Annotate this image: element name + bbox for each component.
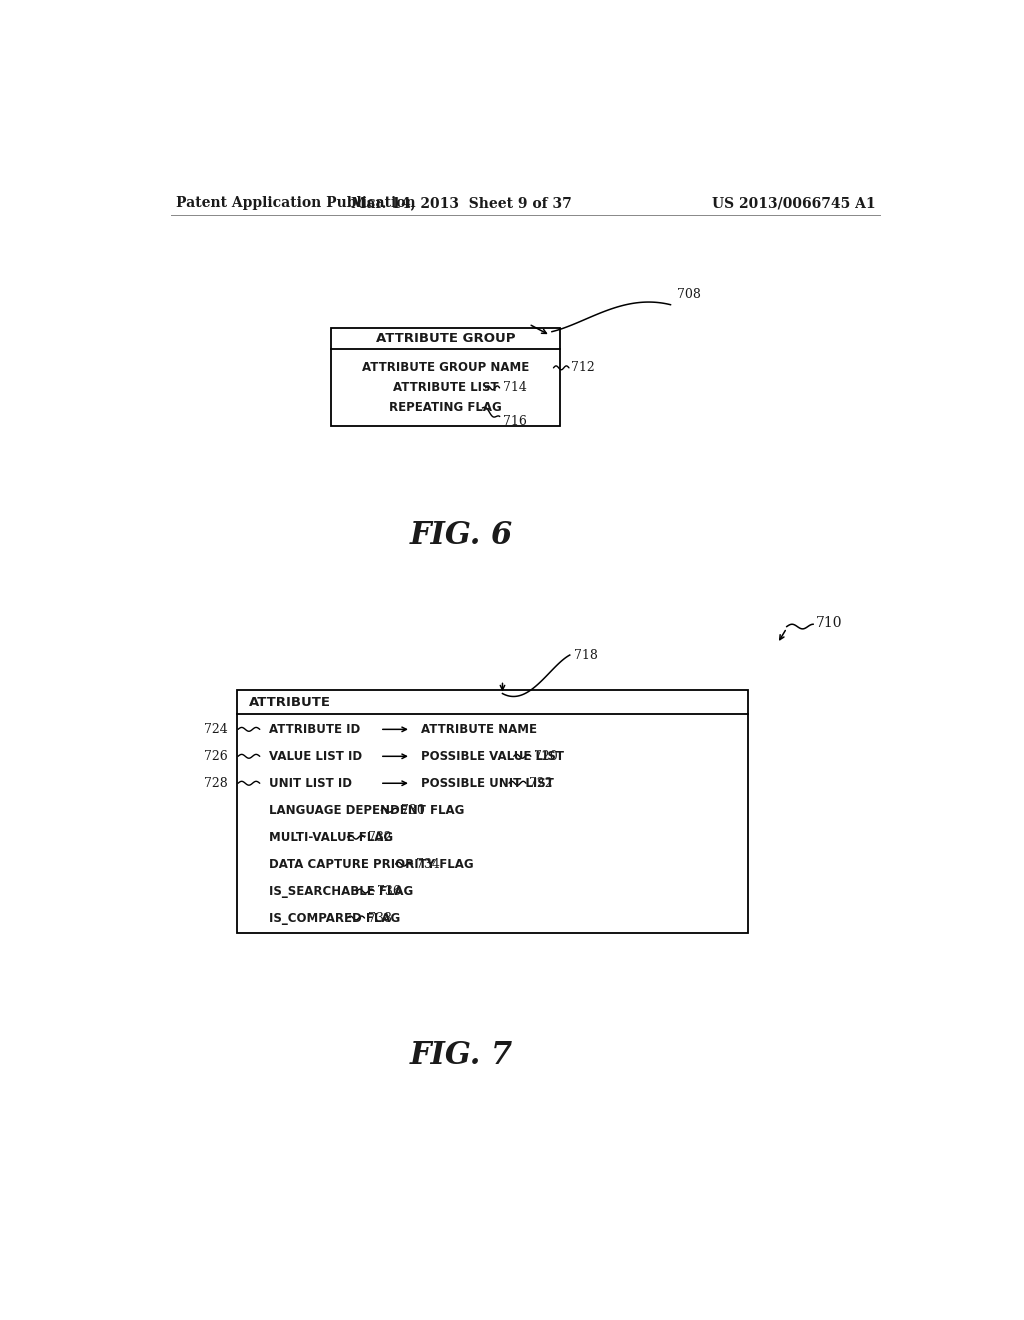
Text: 738: 738	[368, 912, 391, 924]
Bar	[237, 689, 748, 933]
Text: POSSIBLE UNIT LIST: POSSIBLE UNIT LIST	[421, 776, 554, 789]
Text: FIG. 7: FIG. 7	[410, 1040, 513, 1071]
Text: 728: 728	[204, 776, 228, 789]
Text: Mar. 14, 2013  Sheet 9 of 37: Mar. 14, 2013 Sheet 9 of 37	[351, 197, 571, 210]
Text: 708: 708	[677, 288, 700, 301]
Text: ATTRIBUTE GROUP NAME: ATTRIBUTE GROUP NAME	[361, 362, 529, 375]
Text: Patent Application Publication: Patent Application Publication	[176, 197, 416, 210]
Text: DATA CAPTURE PRIORITY FLAG: DATA CAPTURE PRIORITY FLAG	[269, 858, 474, 871]
Text: FIG. 6: FIG. 6	[410, 520, 513, 552]
Text: US 2013/0066745 A1: US 2013/0066745 A1	[713, 197, 876, 210]
Text: 712: 712	[571, 362, 595, 375]
Text: 720: 720	[534, 750, 558, 763]
Text: 722: 722	[529, 776, 553, 789]
Text: VALUE LIST ID: VALUE LIST ID	[269, 750, 362, 763]
Text: UNIT LIST ID: UNIT LIST ID	[269, 776, 352, 789]
Text: 736: 736	[377, 884, 401, 898]
Text: POSSIBLE VALUE LIST: POSSIBLE VALUE LIST	[421, 750, 564, 763]
Text: LANGUAGE DEPENDENT FLAG: LANGUAGE DEPENDENT FLAG	[269, 804, 465, 817]
Text: 734: 734	[416, 858, 439, 871]
Text: ATTRIBUTE LIST: ATTRIBUTE LIST	[392, 381, 498, 395]
Text: ATTRIBUTE: ATTRIBUTE	[249, 696, 331, 709]
Text: IS_SEARCHABLE FLAG: IS_SEARCHABLE FLAG	[269, 884, 414, 898]
Text: REPEATING FLAG: REPEATING FLAG	[389, 401, 502, 414]
Text: 716: 716	[503, 416, 526, 428]
Text: ATTRIBUTE GROUP: ATTRIBUTE GROUP	[376, 333, 515, 345]
Text: 718: 718	[573, 648, 597, 661]
Text: 724: 724	[204, 723, 228, 735]
Text: 710: 710	[816, 615, 843, 630]
Text: 732: 732	[368, 830, 391, 843]
Bar	[331, 327, 560, 426]
Text: IS_COMPARED FLAG: IS_COMPARED FLAG	[269, 912, 400, 924]
Text: 726: 726	[204, 750, 228, 763]
Text: MULTI-VALUE FLAG: MULTI-VALUE FLAG	[269, 830, 393, 843]
Text: ATTRIBUTE NAME: ATTRIBUTE NAME	[421, 723, 537, 735]
Text: 730: 730	[401, 804, 425, 817]
Text: 714: 714	[503, 381, 526, 395]
Text: ATTRIBUTE ID: ATTRIBUTE ID	[269, 723, 360, 735]
